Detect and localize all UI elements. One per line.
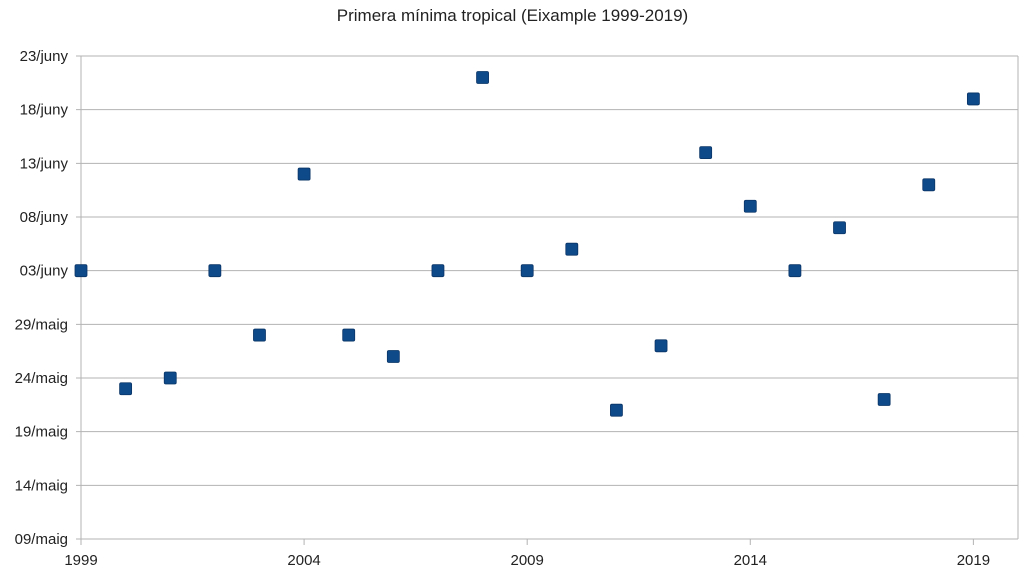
x-tick-label: 2014	[734, 552, 767, 569]
x-tick-label: 1999	[64, 552, 97, 569]
y-tick-labels: 09/maig 14/maig 19/maig 24/maig 29/maig 03/ju…	[15, 48, 69, 548]
data-point	[520, 264, 534, 278]
data-point	[966, 92, 980, 106]
data-point	[342, 328, 356, 342]
data-point	[743, 199, 757, 213]
y-tick-label: 08/juny	[20, 209, 69, 226]
axes	[80, 56, 1019, 545]
data-point	[654, 339, 668, 353]
data-point	[922, 178, 936, 192]
data-point	[565, 242, 579, 256]
data-point	[163, 371, 177, 385]
data-point	[699, 146, 713, 160]
data-point	[297, 167, 311, 181]
y-tick-label: 03/juny	[20, 263, 69, 280]
chart-title: Primera mínima tropical (Eixample 1999-2…	[336, 6, 689, 25]
data-point	[208, 264, 222, 278]
data-point	[476, 71, 489, 84]
data-point	[833, 221, 846, 235]
x-tick-label: 2019	[957, 552, 990, 569]
y-tick-label: 24/maig	[15, 370, 68, 387]
y-tick-label: 09/maig	[15, 531, 68, 548]
y-tick-label: 23/juny	[20, 48, 69, 65]
data-point	[119, 382, 133, 396]
y-tick-label: 29/maig	[15, 316, 68, 333]
data-point	[788, 264, 802, 278]
y-tick-label: 18/juny	[20, 102, 69, 119]
y-tick-label: 14/maig	[15, 477, 68, 494]
x-tick-label: 2009	[511, 552, 544, 569]
data-points	[74, 71, 980, 417]
data-point	[74, 264, 88, 278]
data-point	[253, 328, 266, 342]
x-tick-labels: 1999 2004 2009 2014 2019	[64, 552, 990, 569]
data-point	[386, 350, 400, 363]
data-point	[877, 393, 891, 406]
y-tick-label: 19/maig	[15, 424, 68, 441]
gridlines	[76, 55, 1018, 540]
x-tick-label: 2004	[287, 552, 320, 569]
data-point	[431, 264, 445, 278]
data-point	[610, 403, 623, 417]
y-tick-label: 13/juny	[20, 155, 69, 172]
